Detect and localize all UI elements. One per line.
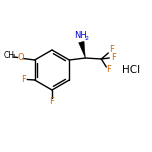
- Text: NH: NH: [74, 31, 87, 40]
- Text: F: F: [50, 97, 54, 107]
- Text: CH: CH: [3, 50, 14, 59]
- Polygon shape: [79, 41, 85, 58]
- Text: O: O: [17, 54, 24, 62]
- Text: 3: 3: [12, 55, 16, 59]
- Text: F: F: [106, 66, 111, 74]
- Text: F: F: [21, 74, 26, 83]
- Text: 2: 2: [84, 36, 88, 40]
- Text: HCl: HCl: [122, 65, 140, 75]
- Text: F: F: [111, 54, 116, 62]
- Text: F: F: [109, 45, 114, 55]
